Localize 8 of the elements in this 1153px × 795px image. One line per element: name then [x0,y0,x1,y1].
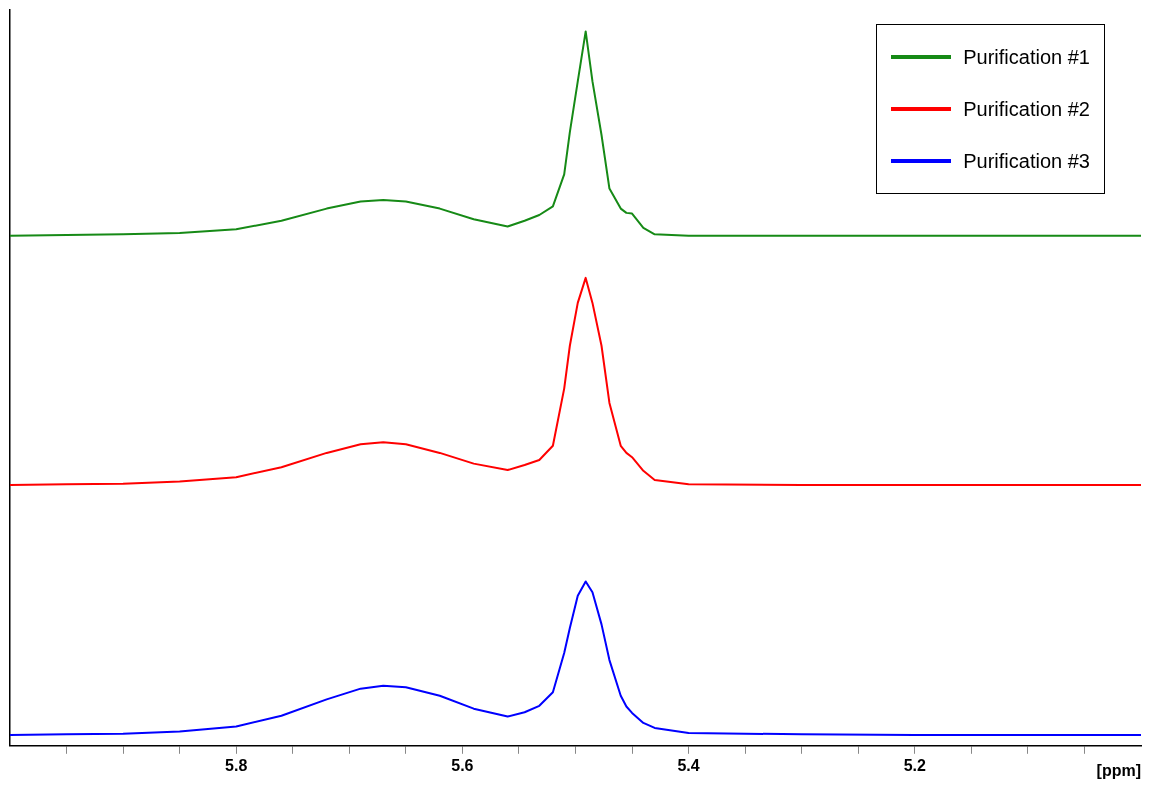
x-tick-label: 5.8 [225,756,248,774]
x-tick-label: 5.4 [677,756,700,774]
legend-label: Purification #2 [963,97,1090,121]
x-axis-title: [ppm] [1096,762,1141,780]
legend-label: Purification #1 [963,45,1090,69]
x-tick-label: 5.2 [903,756,927,774]
x-tick-label: 5.6 [451,756,474,774]
legend-label: Purification #3 [963,149,1090,173]
